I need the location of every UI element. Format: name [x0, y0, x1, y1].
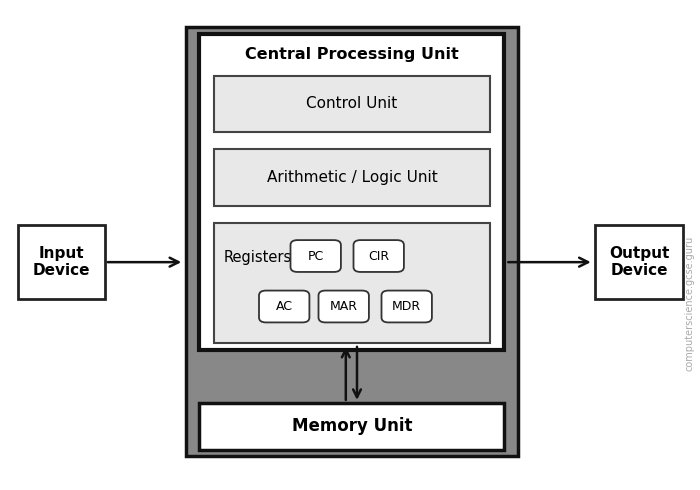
Text: PC: PC — [307, 249, 324, 263]
Text: Central Processing Unit: Central Processing Unit — [245, 48, 459, 62]
Text: AC: AC — [276, 300, 293, 313]
Bar — [214, 76, 490, 132]
Text: Input
Device: Input Device — [33, 246, 90, 278]
FancyBboxPatch shape — [290, 240, 341, 272]
Text: CIR: CIR — [368, 249, 389, 263]
Text: Registers: Registers — [224, 250, 293, 265]
Bar — [595, 225, 682, 299]
Text: MAR: MAR — [330, 300, 358, 313]
Text: Memory Unit: Memory Unit — [292, 417, 412, 435]
Bar — [186, 27, 518, 456]
Bar — [18, 225, 105, 299]
Text: Arithmetic / Logic Unit: Arithmetic / Logic Unit — [267, 170, 438, 185]
Text: Control Unit: Control Unit — [307, 97, 398, 111]
FancyBboxPatch shape — [318, 291, 369, 322]
Bar — [214, 223, 490, 343]
Text: MDR: MDR — [392, 300, 421, 313]
Text: computerscience.gcse.guru: computerscience.gcse.guru — [685, 236, 694, 371]
Text: Output
Device: Output Device — [609, 246, 669, 278]
Bar — [199, 34, 504, 350]
FancyBboxPatch shape — [354, 240, 404, 272]
FancyBboxPatch shape — [382, 291, 432, 322]
Bar — [214, 149, 490, 206]
Bar — [199, 403, 504, 450]
FancyBboxPatch shape — [259, 291, 309, 322]
